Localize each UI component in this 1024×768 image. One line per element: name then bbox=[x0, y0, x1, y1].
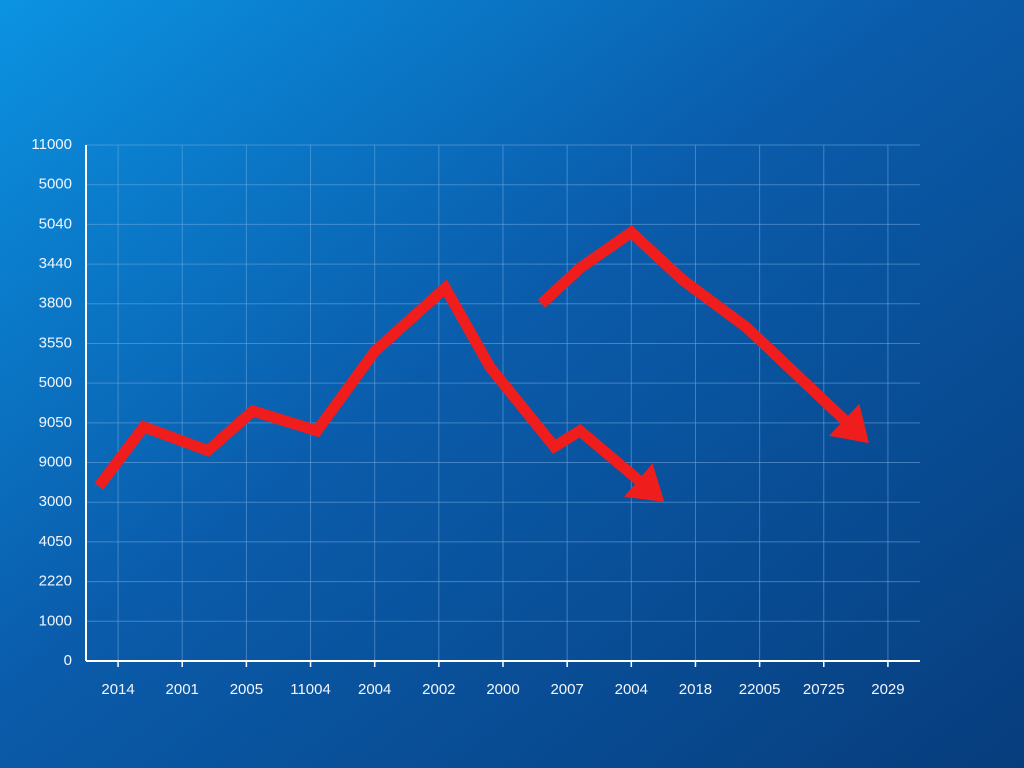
x-tick-label: 2018 bbox=[679, 681, 712, 698]
y-tick-label: 9050 bbox=[39, 414, 72, 431]
y-tick-label: 5000 bbox=[39, 374, 72, 391]
arrow-head bbox=[624, 463, 665, 502]
x-tick-label: 2007 bbox=[550, 681, 583, 698]
arrow-head bbox=[829, 403, 869, 444]
data-line bbox=[537, 225, 860, 435]
x-tick-label: 20725 bbox=[803, 681, 845, 698]
y-tick-label: 3550 bbox=[39, 334, 72, 351]
y-tick-label: 5000 bbox=[39, 176, 72, 193]
x-tick-label: 2005 bbox=[230, 681, 263, 698]
x-tick-label: 2001 bbox=[166, 681, 199, 698]
x-tick-label: 2014 bbox=[101, 681, 134, 698]
x-tick-label: 2002 bbox=[422, 681, 455, 698]
x-tick-label: 22005 bbox=[739, 681, 781, 698]
y-tick-label: 11000 bbox=[31, 136, 72, 153]
x-tick-label: 2004 bbox=[615, 681, 648, 698]
y-tick-label: 2220 bbox=[39, 573, 72, 590]
x-tick-label: 2029 bbox=[871, 681, 904, 698]
y-tick-label: 3800 bbox=[39, 295, 72, 312]
y-tick-label: 0 bbox=[64, 652, 72, 669]
y-tick-label: 3000 bbox=[39, 493, 72, 510]
x-tick-label: 2000 bbox=[486, 681, 519, 698]
y-tick-label: 1000 bbox=[39, 612, 72, 629]
data-line bbox=[94, 279, 655, 495]
y-tick-label: 9000 bbox=[39, 454, 72, 471]
y-tick-label: 4050 bbox=[39, 533, 72, 550]
x-tick-label: 2004 bbox=[358, 681, 391, 698]
x-tick-label: 11004 bbox=[290, 681, 331, 698]
y-tick-label: 5040 bbox=[39, 215, 72, 232]
y-tick-label: 3440 bbox=[39, 255, 72, 272]
